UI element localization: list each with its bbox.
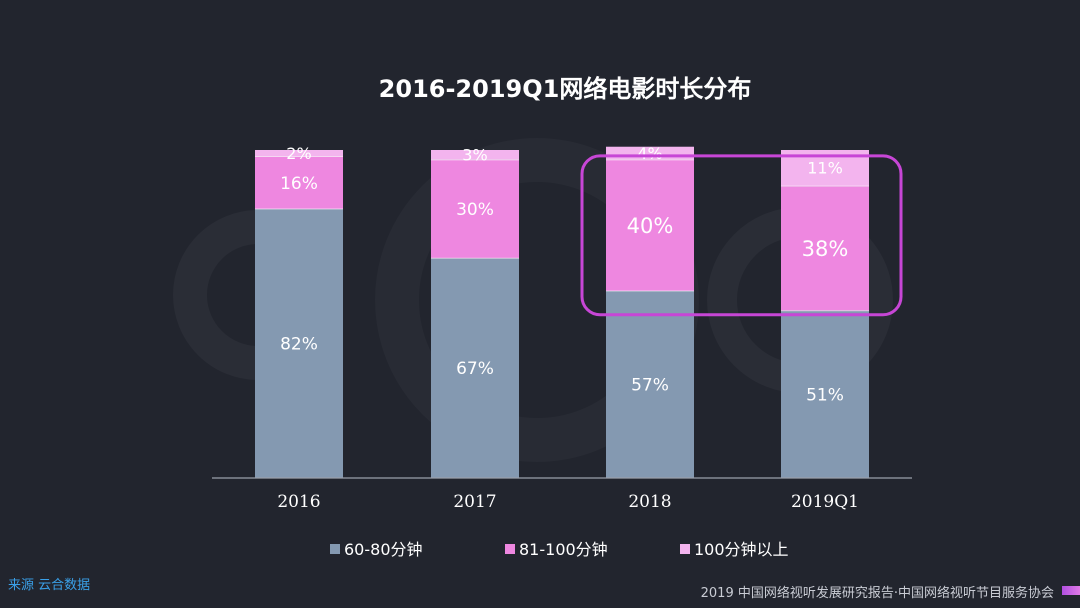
data-label-2017-s1: 30% xyxy=(456,200,494,220)
data-label-2017-s2: 3% xyxy=(462,146,487,165)
x-tick-label-2016: 2016 xyxy=(277,492,320,512)
data-label-2019Q1-s0: 51% xyxy=(806,385,844,405)
x-tick-label-2018: 2018 xyxy=(628,492,671,512)
report-credit: 2019 中国网络视听发展研究报告·中国网络视听节目服务协会 xyxy=(700,586,1054,601)
data-label-2017-s0: 67% xyxy=(456,359,494,379)
bar-segment-2017-s2 xyxy=(431,150,519,160)
bar-segment-2017-s1 xyxy=(431,159,519,259)
legend: 60-80分钟 81-100分钟 100分钟以上 xyxy=(330,540,789,559)
footer-accent-bar xyxy=(1062,586,1080,595)
x-tick-label-2017: 2017 xyxy=(453,492,496,512)
bar-segment-2016-s1 xyxy=(255,156,343,210)
data-label-2019Q1-s1: 38% xyxy=(802,237,849,261)
highlight-box xyxy=(580,154,903,317)
bar-segment-2019Q1-s1 xyxy=(781,186,869,311)
legend-label-s2: 100分钟以上 xyxy=(694,540,789,559)
x-axis-tick-labels: 2016 2017 2018 2019Q1 xyxy=(277,492,859,512)
data-label-2018-s0: 57% xyxy=(631,375,669,395)
bars-layer xyxy=(255,146,869,479)
bar-segment-2019Q1-s0 xyxy=(781,310,869,478)
data-labels-layer: 82% 16% 2% 67% 30% 3% 57% 40% 4% 51% 38% 11% xyxy=(280,144,848,405)
legend-swatch-s2 xyxy=(680,544,690,554)
data-label-2018-s1: 40% xyxy=(627,214,674,238)
bar-segment-2017-s0 xyxy=(431,258,519,478)
data-label-2016-s0: 82% xyxy=(280,334,318,354)
legend-swatch-s1 xyxy=(505,544,515,554)
data-label-2016-s2: 2% xyxy=(286,144,311,163)
legend-label-s1: 81-100分钟 xyxy=(519,540,608,559)
bar-segment-2016-s2 xyxy=(255,150,343,157)
bar-segment-2018-s0 xyxy=(606,291,694,478)
legend-swatch-s0 xyxy=(330,544,340,554)
x-tick-label-2019Q1: 2019Q1 xyxy=(791,492,859,512)
bar-segment-2016-s0 xyxy=(255,209,343,479)
bar-segment-2018-s1 xyxy=(606,159,694,292)
legend-label-s0: 60-80分钟 xyxy=(344,540,423,559)
chart-title: 2016-2019Q1网络电影时长分布 xyxy=(379,75,752,103)
data-label-2019Q1-s2: 11% xyxy=(807,159,843,178)
source-note: 来源 云合数据 xyxy=(8,578,91,593)
data-label-2018-s2: 4% xyxy=(637,144,662,163)
data-label-2016-s1: 16% xyxy=(280,174,318,194)
